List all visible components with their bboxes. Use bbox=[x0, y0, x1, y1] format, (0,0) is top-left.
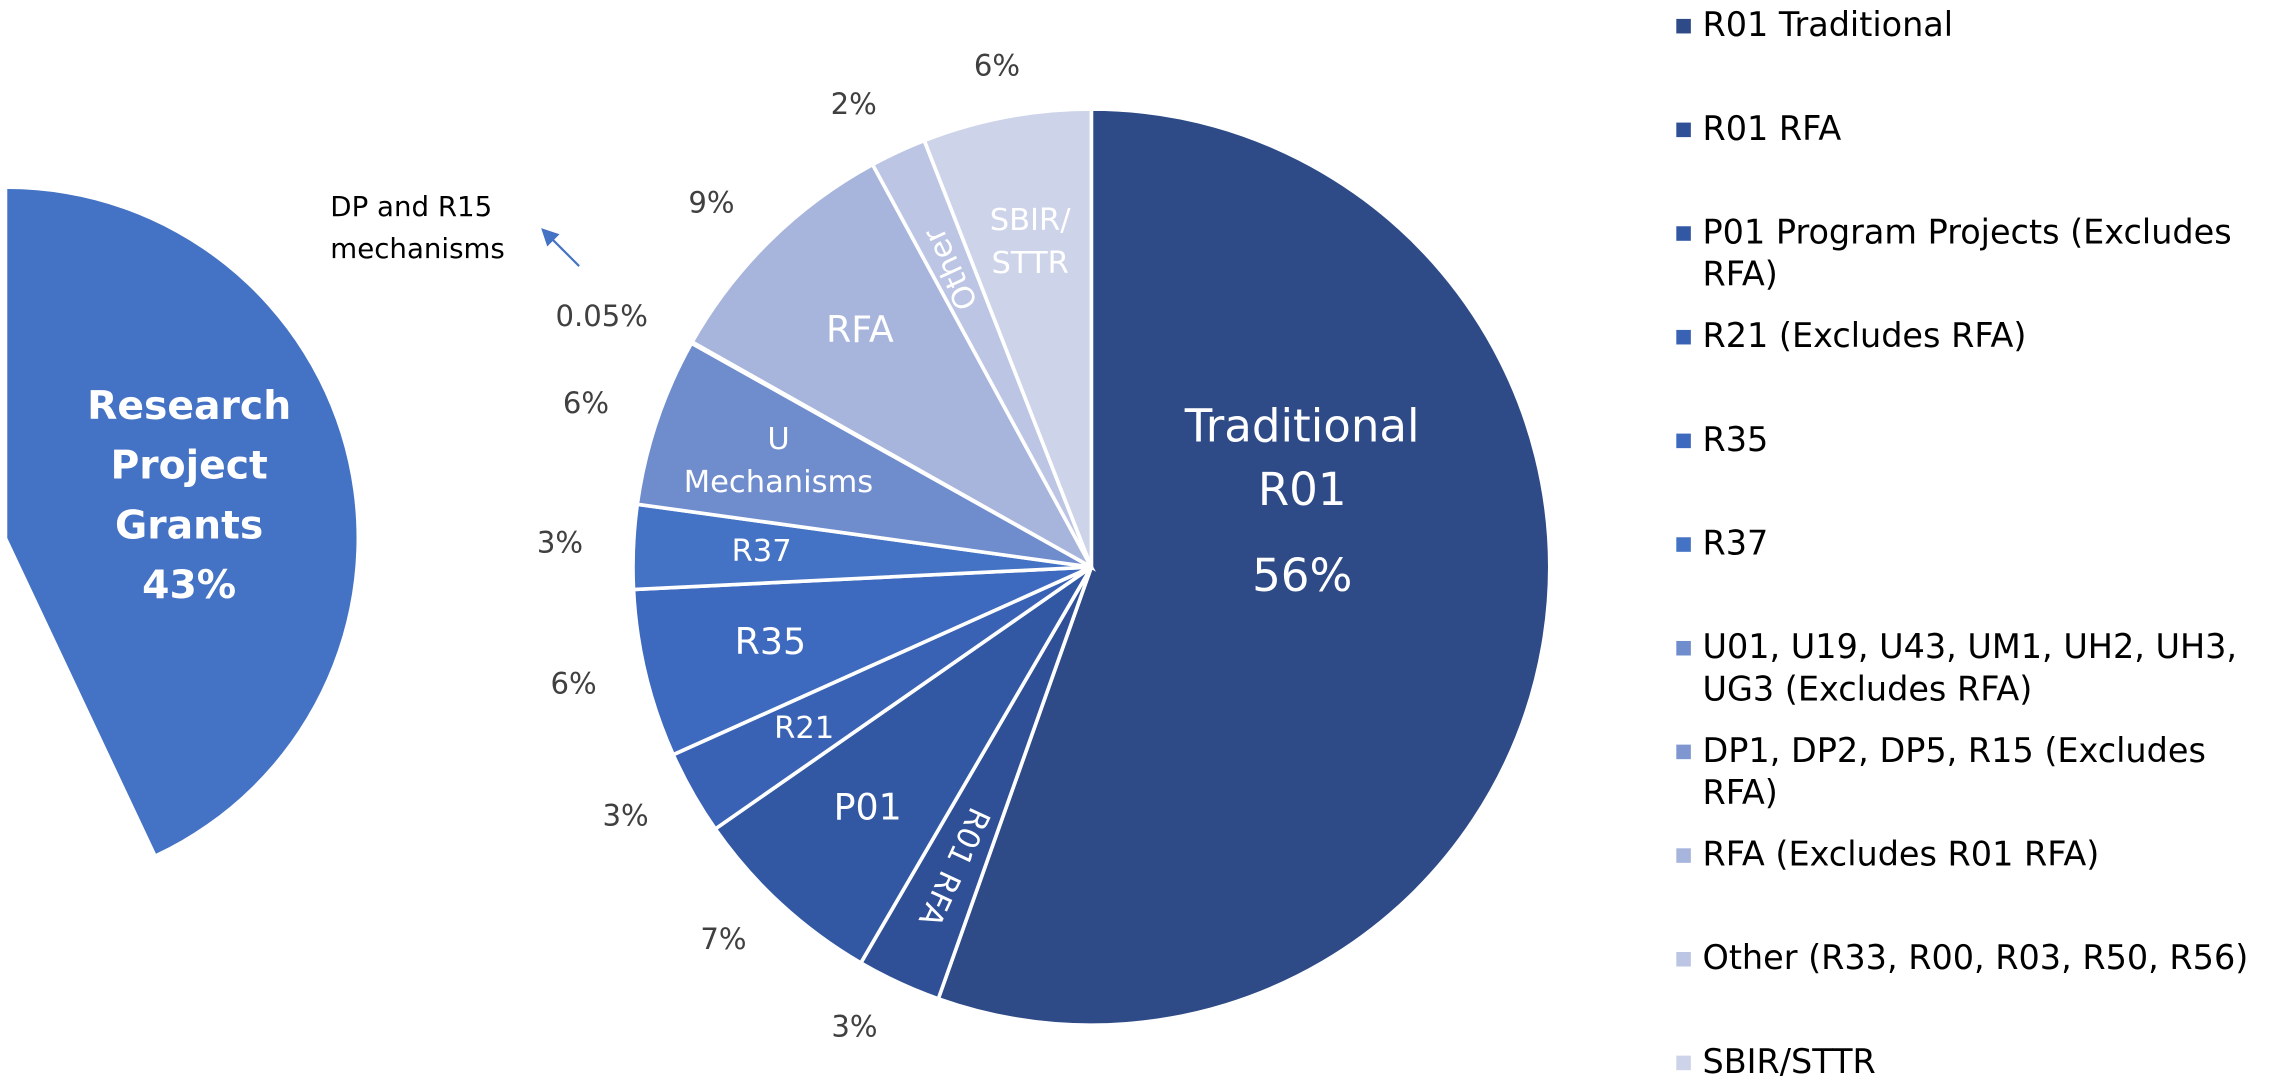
value-label: 6% bbox=[974, 48, 1020, 82]
legend-swatch bbox=[1676, 122, 1691, 138]
pie-slice bbox=[631, 565, 1093, 758]
value-label: 0.05% bbox=[555, 299, 647, 333]
annotation-arrow bbox=[541, 228, 580, 267]
legend-swatch bbox=[1676, 1055, 1691, 1071]
parent-label: Project bbox=[111, 444, 268, 489]
legend-swatch bbox=[1676, 329, 1691, 345]
legend-label: R37 bbox=[1703, 523, 1769, 562]
legend-label: P01 Program Projects (Excludes RFA) bbox=[1703, 212, 2232, 293]
annotation: DP and R15 bbox=[330, 190, 492, 223]
slice-label: STTR bbox=[991, 246, 1068, 281]
slice-label: R37 bbox=[732, 534, 792, 569]
legend-label: RFA (Excludes R01 RFA) bbox=[1703, 834, 2100, 873]
parent-label: Grants bbox=[115, 503, 263, 548]
value-label: 6% bbox=[550, 667, 596, 701]
legend-swatch bbox=[1676, 640, 1691, 656]
slice-label: R01 bbox=[1258, 463, 1347, 516]
pie-slice bbox=[712, 565, 1093, 966]
legend-swatch bbox=[1676, 537, 1691, 552]
legend-label: U01, U19, U43, UM1, UH2, UH3, UG3 (Exclud… bbox=[1703, 627, 2238, 708]
value-label: 3% bbox=[831, 1009, 877, 1043]
slice-label: R35 bbox=[735, 620, 807, 663]
legend-label: R21 (Excludes RFA) bbox=[1703, 316, 2027, 355]
legend-label: R35 bbox=[1703, 419, 1769, 458]
slice-label: P01 bbox=[834, 786, 902, 829]
pie-slice bbox=[689, 162, 1096, 572]
value-label: 6% bbox=[563, 386, 609, 420]
legend-swatch bbox=[1676, 226, 1691, 241]
value-label: 7% bbox=[700, 922, 746, 956]
legend-swatch bbox=[1676, 848, 1691, 863]
slice-label: R21 bbox=[774, 711, 834, 746]
legend-label: R01 Traditional bbox=[1703, 5, 1954, 44]
legend-swatch bbox=[1676, 951, 1691, 967]
parent-wedge bbox=[7, 189, 357, 854]
slice-label: Mechanisms bbox=[684, 465, 873, 500]
value-label: 56% bbox=[1252, 549, 1352, 602]
pie-slice bbox=[921, 107, 1094, 568]
parent-label: Research bbox=[87, 384, 291, 429]
slice-label: Traditional bbox=[1184, 400, 1420, 453]
legend-label: DP1, DP2, DP5, R15 (Excludes RFA) bbox=[1703, 730, 2206, 811]
value-label: 3% bbox=[602, 799, 648, 833]
pie-slice bbox=[935, 107, 1552, 1027]
slice-label: SBIR/ bbox=[990, 203, 1072, 238]
pie-slice bbox=[635, 340, 1093, 569]
annotation: mechanisms bbox=[330, 232, 504, 265]
slice-label: U bbox=[767, 422, 789, 457]
parent-value-label: 43% bbox=[142, 563, 236, 608]
value-label: 3% bbox=[537, 526, 583, 560]
legend-swatch bbox=[1676, 18, 1691, 34]
legend-label: Other (R33, R00, R03, R50, R56) bbox=[1703, 938, 2249, 977]
value-label: 2% bbox=[831, 87, 877, 121]
legend-swatch bbox=[1676, 433, 1691, 449]
slice-label: RFA bbox=[826, 308, 894, 351]
legend-swatch bbox=[1676, 744, 1691, 760]
legend-label: SBIR/STTR bbox=[1703, 1041, 1876, 1076]
value-label: 9% bbox=[688, 186, 734, 220]
legend-label: R01 RFA bbox=[1703, 108, 1842, 147]
